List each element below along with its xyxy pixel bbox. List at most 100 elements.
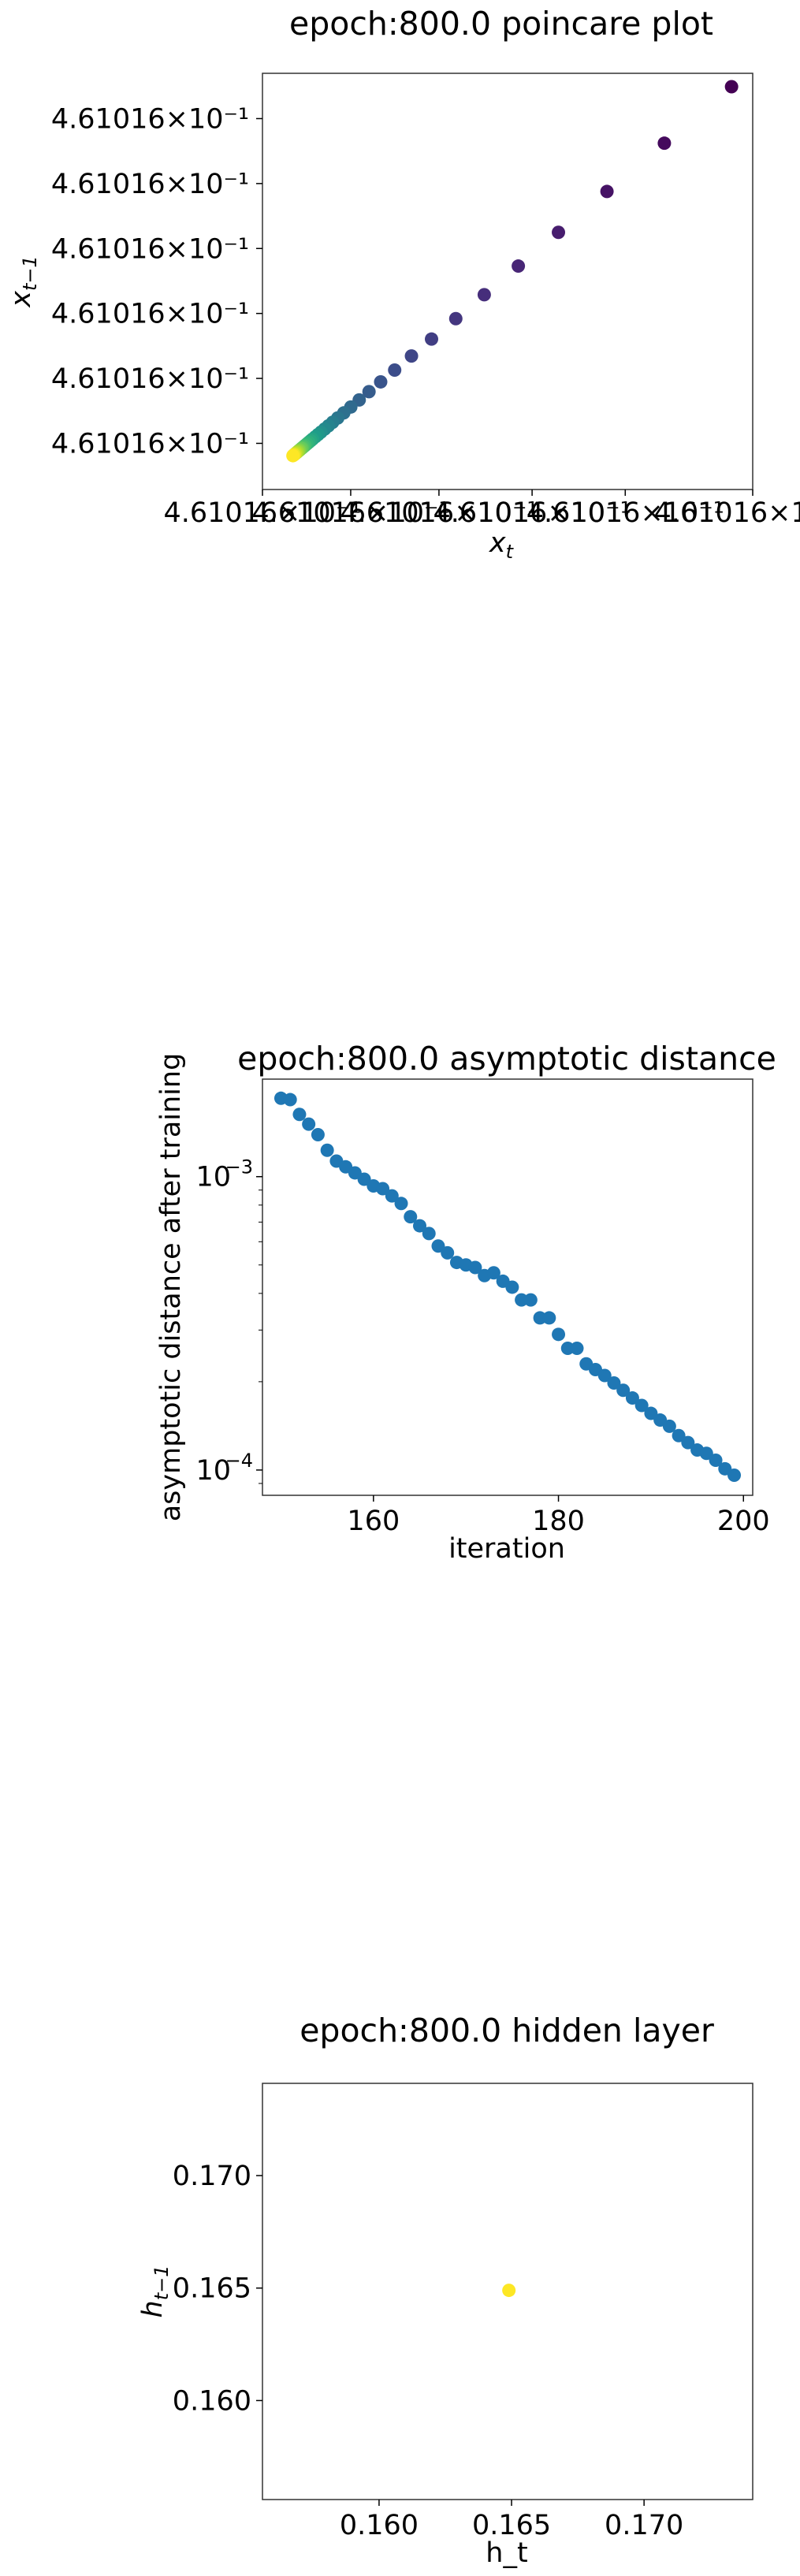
poincare-y-axis-label: xt−1	[6, 255, 41, 308]
poincare-point	[388, 363, 402, 378]
asymptotic-point	[283, 1093, 297, 1107]
hidden-x-axis-label: h_t	[486, 2537, 527, 2569]
hidden-panel: epoch:800.0 hidden layer 0.160 0.165 0.170…	[137, 2012, 753, 2569]
poincare-point	[552, 225, 566, 240]
asymptotic-point	[672, 1428, 686, 1442]
hidden-point	[502, 2284, 516, 2298]
poincare-point	[425, 332, 439, 346]
hidden-y-ticks: 0.170 0.165 0.160	[173, 2161, 262, 2417]
asymptotic-point	[404, 1210, 418, 1224]
hidden-x-tick-label: 0.165	[472, 2510, 551, 2541]
asymptotic-point	[625, 1391, 639, 1405]
poincare-point	[362, 385, 376, 399]
asymptotic-y-tick-exponent: −4	[225, 1450, 253, 1472]
poincare-y-tick-label: 4.61016×10⁻¹	[51, 169, 249, 200]
hidden-y-tick-label: 0.160	[173, 2385, 251, 2417]
poincare-x-tick-label: 4.61016×10⁻¹	[163, 497, 361, 529]
asymptotic-point	[320, 1143, 334, 1157]
asymptotic-y-tick-exponent: −3	[225, 1156, 253, 1178]
poincare-y-tick-label: 4.61016×10⁻¹	[51, 428, 249, 460]
asymptotic-point	[515, 1293, 529, 1307]
asymptotic-point	[607, 1376, 621, 1390]
poincare-point	[374, 374, 388, 389]
poincare-x-tick-label: 4.61016×10⁻¹	[251, 497, 449, 529]
asymptotic-point	[292, 1107, 307, 1122]
asymptotic-point	[394, 1197, 408, 1211]
asymptotic-point	[441, 1245, 455, 1260]
asymptotic-point	[413, 1219, 427, 1233]
asymptotic-point	[570, 1341, 584, 1355]
asymptotic-points	[273, 1091, 742, 1483]
poincare-point	[286, 449, 300, 463]
poincare-x-tick-label: 4.61016×10⁻¹	[340, 497, 538, 529]
asymptotic-point	[552, 1327, 566, 1342]
asymptotic-point	[486, 1266, 500, 1280]
asymptotic-point	[727, 1469, 742, 1483]
asymptotic-y-tick-label: 10	[195, 1455, 231, 1487]
asymptotic-point	[662, 1419, 676, 1433]
hidden-points	[502, 2284, 516, 2298]
poincare-x-tick-label: 4.61016×10⁻¹	[653, 497, 800, 529]
asymptotic-x-tick-label: 160	[347, 1506, 400, 1537]
poincare-y-tick-label: 4.61016×10⁻¹	[51, 299, 249, 330]
poincare-point	[657, 136, 672, 151]
hidden-plot-frame	[262, 2083, 753, 2500]
asymptotic-point	[644, 1406, 658, 1420]
asymptotic-plot-frame	[262, 1078, 753, 1496]
asymptotic-y-ticks: 10−310−4	[195, 1156, 262, 1487]
poincare-x-ticks: 4.61016×10⁻¹4.61016×10⁻¹4.61016×10⁻¹4.61…	[163, 490, 800, 529]
poincare-y-ticks: 4.61016×10⁻¹ 4.61016×10⁻¹ 4.61016×10⁻¹ 4.61…	[51, 103, 262, 460]
asymptotic-point	[431, 1239, 445, 1253]
asymptotic-y-tick-label: 10	[195, 1162, 231, 1193]
poincare-point	[600, 184, 614, 199]
asymptotic-point	[542, 1311, 556, 1325]
poincare-y-tick-label: 4.61016×10⁻¹	[51, 233, 249, 265]
poincare-point	[477, 288, 491, 302]
asymptotic-point	[468, 1260, 482, 1275]
asymptotic-point	[616, 1383, 631, 1398]
poincare-x-tick-label: 4.61016×10⁻¹	[433, 497, 631, 529]
asymptotic-point	[597, 1368, 612, 1383]
asymptotic-x-axis-label: iteration	[448, 1533, 565, 1565]
asymptotic-point	[634, 1398, 649, 1413]
poincare-points	[286, 80, 739, 463]
asymptotic-panel: epoch:800.0 asymptotic distance 160 180 20…	[155, 1040, 776, 1565]
hidden-y-tick-label: 0.170	[173, 2161, 251, 2192]
poincare-point	[724, 80, 739, 94]
poincare-plot-frame	[262, 73, 753, 490]
asymptotic-point	[311, 1128, 325, 1142]
poincare-x-axis-label: xt	[489, 527, 515, 563]
asymptotic-point	[505, 1280, 519, 1294]
poincare-x-tick-label: 4.61016×10⁻¹	[527, 497, 724, 529]
asymptotic-title: epoch:800.0 asymptotic distance	[237, 1040, 776, 1078]
asymptotic-point	[385, 1189, 399, 1203]
asymptotic-point	[357, 1172, 371, 1186]
poincare-point	[448, 311, 463, 326]
asymptotic-point	[681, 1435, 695, 1450]
hidden-x-ticks: 0.160 0.165 0.170	[340, 2500, 683, 2541]
hidden-y-tick-label: 0.165	[173, 2273, 251, 2305]
asymptotic-point	[422, 1227, 436, 1241]
asymptotic-x-ticks: 160 180 200	[347, 1495, 770, 1537]
asymptotic-point	[699, 1446, 713, 1461]
asymptotic-y-axis-label: asymptotic distance after training	[155, 1053, 187, 1522]
asymptotic-x-tick-label: 180	[532, 1506, 585, 1537]
hidden-title: epoch:800.0 hidden layer	[300, 2012, 714, 2049]
hidden-y-axis-label: ht−1	[137, 2265, 173, 2318]
asymptotic-point	[376, 1182, 390, 1196]
poincare-point	[512, 259, 526, 274]
asymptotic-point	[709, 1453, 723, 1467]
poincare-title: epoch:800.0 poincare plot	[289, 5, 713, 43]
poincare-y-tick-label: 4.61016×10⁻¹	[51, 103, 249, 135]
poincare-panel: epoch:800.0 poincare plot 4.61016×10⁻¹4.…	[6, 5, 800, 563]
asymptotic-point	[302, 1117, 316, 1131]
asymptotic-point	[523, 1293, 538, 1307]
hidden-x-tick-label: 0.170	[605, 2510, 683, 2541]
poincare-y-tick-label: 4.61016×10⁻¹	[51, 363, 249, 395]
asymptotic-x-tick-label: 200	[717, 1506, 770, 1537]
poincare-point	[404, 349, 419, 363]
asymptotic-point	[560, 1341, 575, 1355]
hidden-x-tick-label: 0.160	[340, 2510, 419, 2541]
asymptotic-point	[533, 1311, 547, 1325]
